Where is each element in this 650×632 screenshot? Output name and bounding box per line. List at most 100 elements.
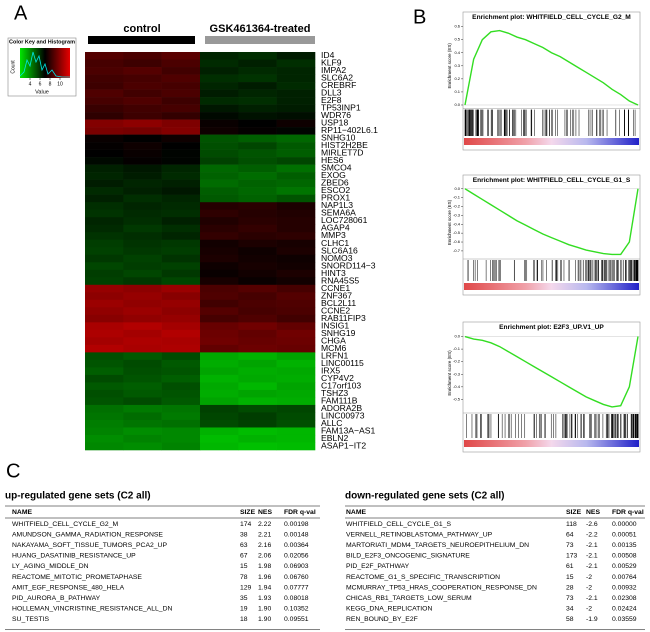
gene-label: ASAP1−IT2 [321, 441, 366, 451]
heatmap-cell [238, 187, 277, 195]
table-cell: 2.21 [258, 531, 271, 538]
table-cell: MARTORIATI_MDM4_TARGETS_NEUROEPITHELIUM_… [346, 542, 529, 549]
heatmap-cell [85, 262, 124, 271]
table-cell: 0.00000 [612, 521, 637, 528]
plot-frame [462, 321, 641, 453]
y-tick-label: -0.3 [453, 212, 461, 217]
color-key [19, 48, 70, 78]
heatmap-cell [238, 292, 277, 301]
heatmap-cell [276, 134, 316, 143]
table-cell: CHICAS_RB1_TARGETS_LOW_SERUM [346, 595, 472, 602]
heatmap-cell [276, 299, 316, 308]
heatmap-cell [85, 142, 124, 150]
table-cell: BILD_E2F3_ONCOGENIC_SIGNATURE [346, 553, 470, 560]
heatmap-cell [200, 389, 239, 398]
heatmap-cell [85, 359, 124, 368]
heatmap-cell [123, 404, 162, 413]
heatmap-cell [238, 74, 277, 83]
table-header: FDR q-val [284, 509, 316, 516]
heatmap-cell [85, 119, 124, 128]
heatmap-cell [238, 382, 277, 391]
heatmap-cell [238, 337, 277, 346]
heatmap-cell [238, 434, 277, 443]
heatmap-cell [276, 194, 316, 203]
heatmap-cell [123, 104, 162, 113]
table-cell: 1.98 [258, 563, 271, 570]
heatmap-cell [161, 239, 201, 248]
heatmap-cell [161, 367, 201, 376]
heatmap-cell [123, 284, 162, 293]
es-curve [464, 335, 639, 408]
gene-label: CLHC1 [321, 238, 349, 248]
table-cell: LY_AGING_MIDDLE_DN [12, 563, 89, 570]
heatmap-cell [123, 194, 162, 203]
gene-label: FAM111B [321, 395, 358, 405]
heatmap-cell [276, 254, 316, 263]
y-tick-label: -0.4 [453, 221, 461, 226]
heatmap-cell [238, 284, 277, 293]
color-key-title: Color Key and Histogram [9, 39, 75, 45]
heatmap-cell [276, 397, 316, 406]
heatmap-cell [161, 427, 201, 436]
heatmap-cell [238, 194, 277, 203]
heatmap-cell [123, 344, 162, 353]
heatmap-cell [238, 359, 277, 368]
heatmap-cell [276, 359, 316, 368]
heatmap-cell [276, 232, 316, 241]
heatmap-cell [85, 352, 124, 361]
heatmap-cell [200, 179, 239, 188]
table-cell: 1.96 [258, 574, 271, 581]
heatmap-cell [200, 419, 239, 428]
heatmap-cell [276, 59, 316, 68]
heatmap-cell [276, 427, 316, 436]
gene-label: WDR76 [321, 110, 351, 120]
heatmap-cell [276, 434, 316, 443]
heatmap-cell [123, 337, 162, 346]
heatmap-cell [200, 292, 239, 301]
heatmap-cell [161, 179, 201, 188]
heatmap-cell [85, 89, 124, 98]
heatmap-cell [200, 337, 239, 346]
table-cell: KEGG_DNA_REPLICATION [346, 606, 432, 613]
gene-label: IMPA2 [321, 65, 346, 75]
heatmap-cell [200, 239, 239, 248]
heatmap-cell [85, 412, 124, 421]
y-tick-label: -0.4 [453, 384, 461, 389]
table-cell: -1.9 [586, 616, 598, 623]
panel-label: C [6, 460, 20, 482]
heatmap-cell [123, 412, 162, 421]
table-cell: SU_TESTIS [12, 616, 49, 623]
heatmap-cell [123, 247, 162, 256]
heatmap-cell [238, 427, 277, 436]
heatmap-cell [85, 232, 124, 241]
heatmap-cell [123, 269, 162, 278]
heatmap-cell [123, 59, 162, 68]
heatmap-cell [200, 352, 239, 361]
table-cell: -2.1 [586, 595, 598, 602]
heatmap-cell [200, 314, 239, 323]
heatmap-cell [200, 209, 239, 218]
heatmap-cell [123, 382, 162, 391]
heatmap-cell [161, 434, 201, 443]
table-cell: 67 [240, 553, 248, 560]
gene-label: ADORA2B [321, 403, 362, 413]
gene-label: ZBED6 [321, 178, 349, 188]
table-cell: PID_E2F_PATHWAY [346, 563, 410, 570]
heatmap-cell [276, 67, 316, 75]
table-cell: -2.2 [586, 531, 598, 538]
heatmap-cell [200, 434, 239, 443]
heatmap-cell [238, 277, 277, 286]
heatmap-cell [238, 217, 277, 226]
table-header: NES [586, 509, 600, 516]
table-cell: WHITFIELD_CELL_CYCLE_G1_S [346, 521, 451, 528]
heatmap-cell [123, 164, 162, 173]
heatmap-cell [238, 97, 277, 105]
es-curve [464, 188, 639, 256]
heatmap-cell [85, 427, 124, 436]
heatmap-cell [200, 374, 239, 383]
heatmap-cell [161, 382, 201, 391]
heatmap-cell [238, 262, 277, 271]
table-cell: 34 [566, 606, 574, 613]
heatmap-cell [85, 397, 124, 406]
